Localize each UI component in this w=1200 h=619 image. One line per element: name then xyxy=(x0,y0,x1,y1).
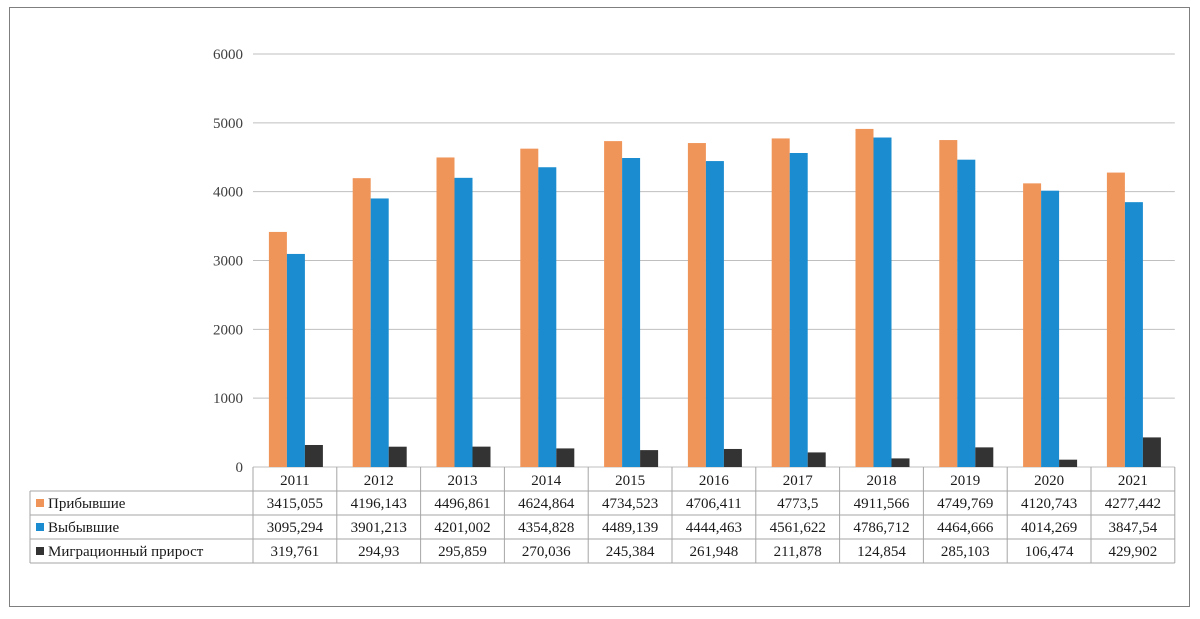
x-tick-label: 2011 xyxy=(280,473,309,489)
y-tick-label: 3000 xyxy=(213,254,243,270)
bar-2014-series-0 xyxy=(520,148,539,467)
bar-2012-series-0 xyxy=(352,178,371,467)
x-tick-label: 2016 xyxy=(699,473,730,489)
y-tick-label: 6000 xyxy=(213,47,243,63)
data-cell: 4749,769 xyxy=(937,496,993,512)
x-tick-label: 2018 xyxy=(867,473,897,489)
data-cell: 4786,712 xyxy=(853,520,909,536)
bar-2017-series-1 xyxy=(789,153,808,467)
data-cell: 4196,143 xyxy=(351,496,407,512)
data-cell: 4561,622 xyxy=(770,520,826,536)
data-cell: 4444,463 xyxy=(686,520,742,536)
data-cell: 4489,139 xyxy=(602,520,658,536)
bar-2011-series-2 xyxy=(304,444,323,467)
bar-2016-series-1 xyxy=(705,161,724,467)
y-tick-label: 2000 xyxy=(213,322,243,338)
bar-2013-series-2 xyxy=(472,446,491,467)
series-name-label: Прибывшие xyxy=(48,496,126,512)
bar-2018-series-1 xyxy=(873,137,892,468)
bar-2015-series-0 xyxy=(604,141,623,467)
legend-key-series-0 xyxy=(36,499,44,507)
legend-key-series-1 xyxy=(36,523,44,531)
data-cell: 4464,666 xyxy=(937,520,994,536)
y-tick-label: 5000 xyxy=(213,116,243,132)
bar-2020-series-2 xyxy=(1059,459,1078,467)
bar-2020-series-0 xyxy=(1023,183,1042,467)
data-cell: 4201,002 xyxy=(434,520,490,536)
data-cell: 4354,828 xyxy=(518,520,574,536)
x-tick-label: 2014 xyxy=(531,473,562,489)
x-tick-label: 2021 xyxy=(1118,473,1148,489)
bar-2018-series-2 xyxy=(891,458,910,467)
data-cell: 3095,294 xyxy=(267,520,324,536)
series-name-label: Выбывшие xyxy=(48,520,119,536)
bar-2021-series-1 xyxy=(1124,202,1143,467)
series-name-label: Миграционный прирост xyxy=(48,544,204,560)
data-cell: 294,93 xyxy=(358,544,399,560)
bar-2021-series-2 xyxy=(1142,437,1161,467)
bar-2018-series-0 xyxy=(855,128,874,467)
data-cell: 4706,411 xyxy=(686,496,742,512)
bar-2011-series-1 xyxy=(286,253,305,467)
x-tick-label: 2020 xyxy=(1034,473,1064,489)
data-cell: 270,036 xyxy=(522,544,571,560)
bar-2013-series-0 xyxy=(436,157,455,467)
data-cell: 106,474 xyxy=(1025,544,1074,560)
bar-2014-series-2 xyxy=(556,448,575,467)
x-tick-label: 2015 xyxy=(615,473,645,489)
bar-2020-series-1 xyxy=(1041,190,1060,467)
data-cell: 285,103 xyxy=(941,544,990,560)
bar-2016-series-2 xyxy=(723,448,742,467)
bar-2017-series-0 xyxy=(771,138,790,468)
bar-2016-series-0 xyxy=(687,143,706,467)
bar-2014-series-1 xyxy=(538,167,557,467)
data-cell: 211,878 xyxy=(774,544,822,560)
data-cell: 4496,861 xyxy=(434,496,490,512)
data-table: 2011 2012 2013 2014 2015 2016 2017 2018 2019 2020… xyxy=(29,467,1176,564)
y-axis-tick-labels: 0 1000 2000 3000 4000 5000 6000 xyxy=(213,47,243,476)
data-cell: 3847,54 xyxy=(1109,520,1158,536)
bar-2019-series-0 xyxy=(939,140,958,468)
bar-2015-series-2 xyxy=(640,450,659,467)
bar-2015-series-1 xyxy=(622,157,641,467)
y-tick-label: 0 xyxy=(236,460,244,476)
x-tick-label: 2012 xyxy=(364,473,394,489)
data-cell: 319,761 xyxy=(271,544,320,560)
data-cell: 4624,864 xyxy=(518,496,575,512)
data-cell: 295,859 xyxy=(438,544,487,560)
chart-frame: 0 1000 2000 3000 4000 5000 6000 2011 2012 2013 20… xyxy=(9,7,1190,607)
data-cell: 4014,269 xyxy=(1021,520,1077,536)
bar-2021-series-0 xyxy=(1106,172,1125,468)
y-tick-label: 1000 xyxy=(213,391,243,407)
bar-2019-series-2 xyxy=(975,447,994,467)
x-tick-label: 2013 xyxy=(448,473,478,489)
x-tick-label: 2019 xyxy=(950,473,980,489)
bar-2019-series-1 xyxy=(957,159,976,467)
bar-2013-series-1 xyxy=(454,177,473,467)
data-cell: 245,384 xyxy=(606,544,655,560)
data-cell: 4120,743 xyxy=(1021,496,1077,512)
data-cell: 4277,442 xyxy=(1105,496,1161,512)
x-tick-label: 2017 xyxy=(783,473,814,489)
bar-2011-series-0 xyxy=(268,231,287,467)
bar-2012-series-1 xyxy=(370,198,389,468)
y-tick-label: 4000 xyxy=(213,185,243,201)
data-cell: 4911,566 xyxy=(854,496,910,512)
data-cell: 261,948 xyxy=(690,544,739,560)
data-cell: 3415,055 xyxy=(267,496,323,512)
data-cell: 3901,213 xyxy=(351,520,407,536)
legend-key-series-2 xyxy=(36,547,44,555)
data-cell: 124,854 xyxy=(857,544,906,560)
data-cell: 4734,523 xyxy=(602,496,658,512)
data-cell: 429,902 xyxy=(1109,544,1158,560)
data-cell: 4773,5 xyxy=(777,496,818,512)
bars xyxy=(268,128,1161,468)
bar-2012-series-2 xyxy=(388,446,407,467)
bar-2017-series-2 xyxy=(807,452,826,467)
